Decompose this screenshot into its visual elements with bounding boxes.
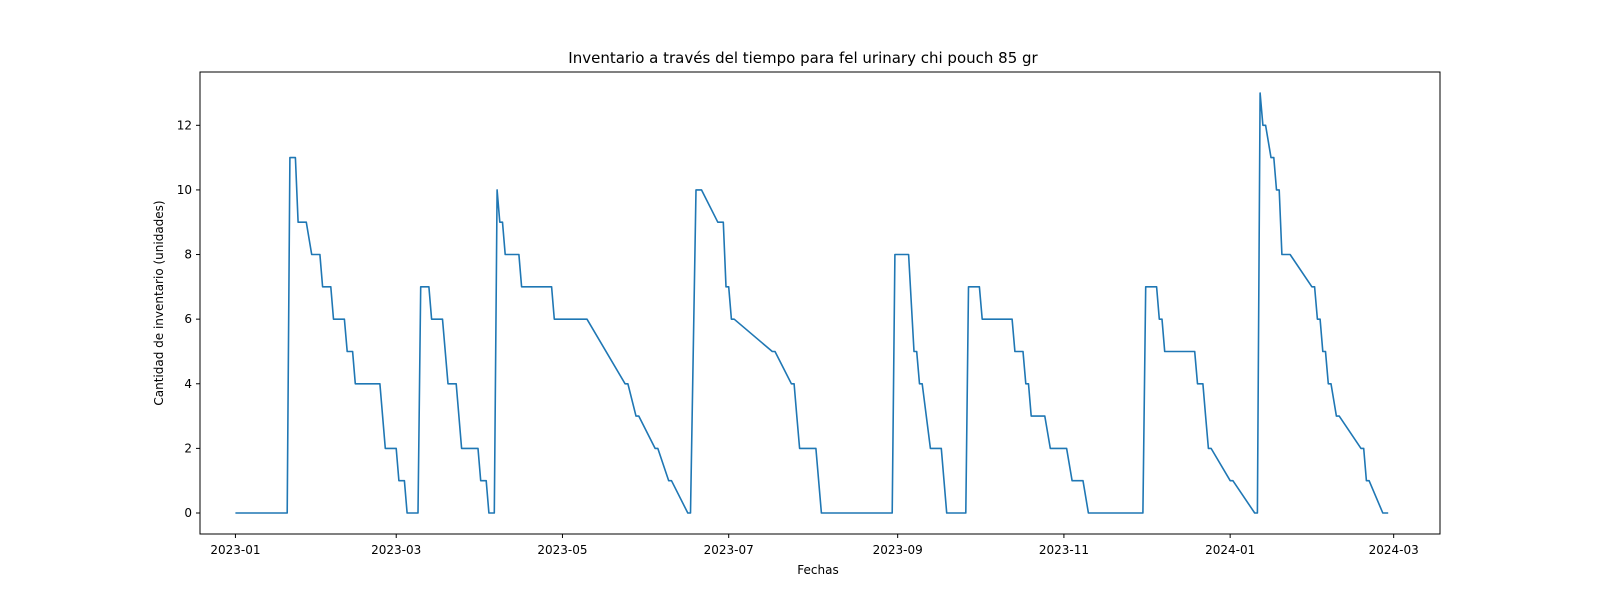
x-axis-label: Fechas bbox=[797, 563, 838, 577]
y-axis-label: Cantidad de inventario (unidades) bbox=[152, 200, 166, 405]
y-tick-label: 8 bbox=[184, 248, 192, 262]
x-tick-label: 2023-01 bbox=[210, 543, 260, 557]
series-line-inventario bbox=[235, 92, 1389, 514]
chart-title: Inventario a través del tiempo para fel … bbox=[568, 49, 1038, 67]
plot-area-frame bbox=[199, 71, 1441, 535]
x-tick-label: 2023-07 bbox=[704, 543, 754, 557]
y-tick-label: 12 bbox=[177, 118, 192, 132]
y-axis-ticks: 0 2 4 6 8 10 12 bbox=[177, 118, 200, 520]
x-tick-label: 2024-03 bbox=[1369, 543, 1419, 557]
x-tick-label: 2023-03 bbox=[371, 543, 421, 557]
x-axis-ticks: 2023-01 2023-03 2023-05 2023-07 2023-09 2023-… bbox=[210, 534, 1419, 557]
x-tick-label: 2024-01 bbox=[1205, 543, 1255, 557]
y-tick-label: 0 bbox=[184, 506, 192, 520]
x-tick-label: 2023-05 bbox=[537, 543, 587, 557]
y-tick-label: 10 bbox=[177, 183, 192, 197]
x-tick-label: 2023-11 bbox=[1039, 543, 1089, 557]
y-tick-label: 2 bbox=[184, 441, 192, 455]
y-tick-label: 6 bbox=[184, 312, 192, 326]
y-tick-label: 4 bbox=[184, 377, 192, 391]
x-tick-label: 2023-09 bbox=[873, 543, 923, 557]
series-layer bbox=[235, 92, 1389, 514]
